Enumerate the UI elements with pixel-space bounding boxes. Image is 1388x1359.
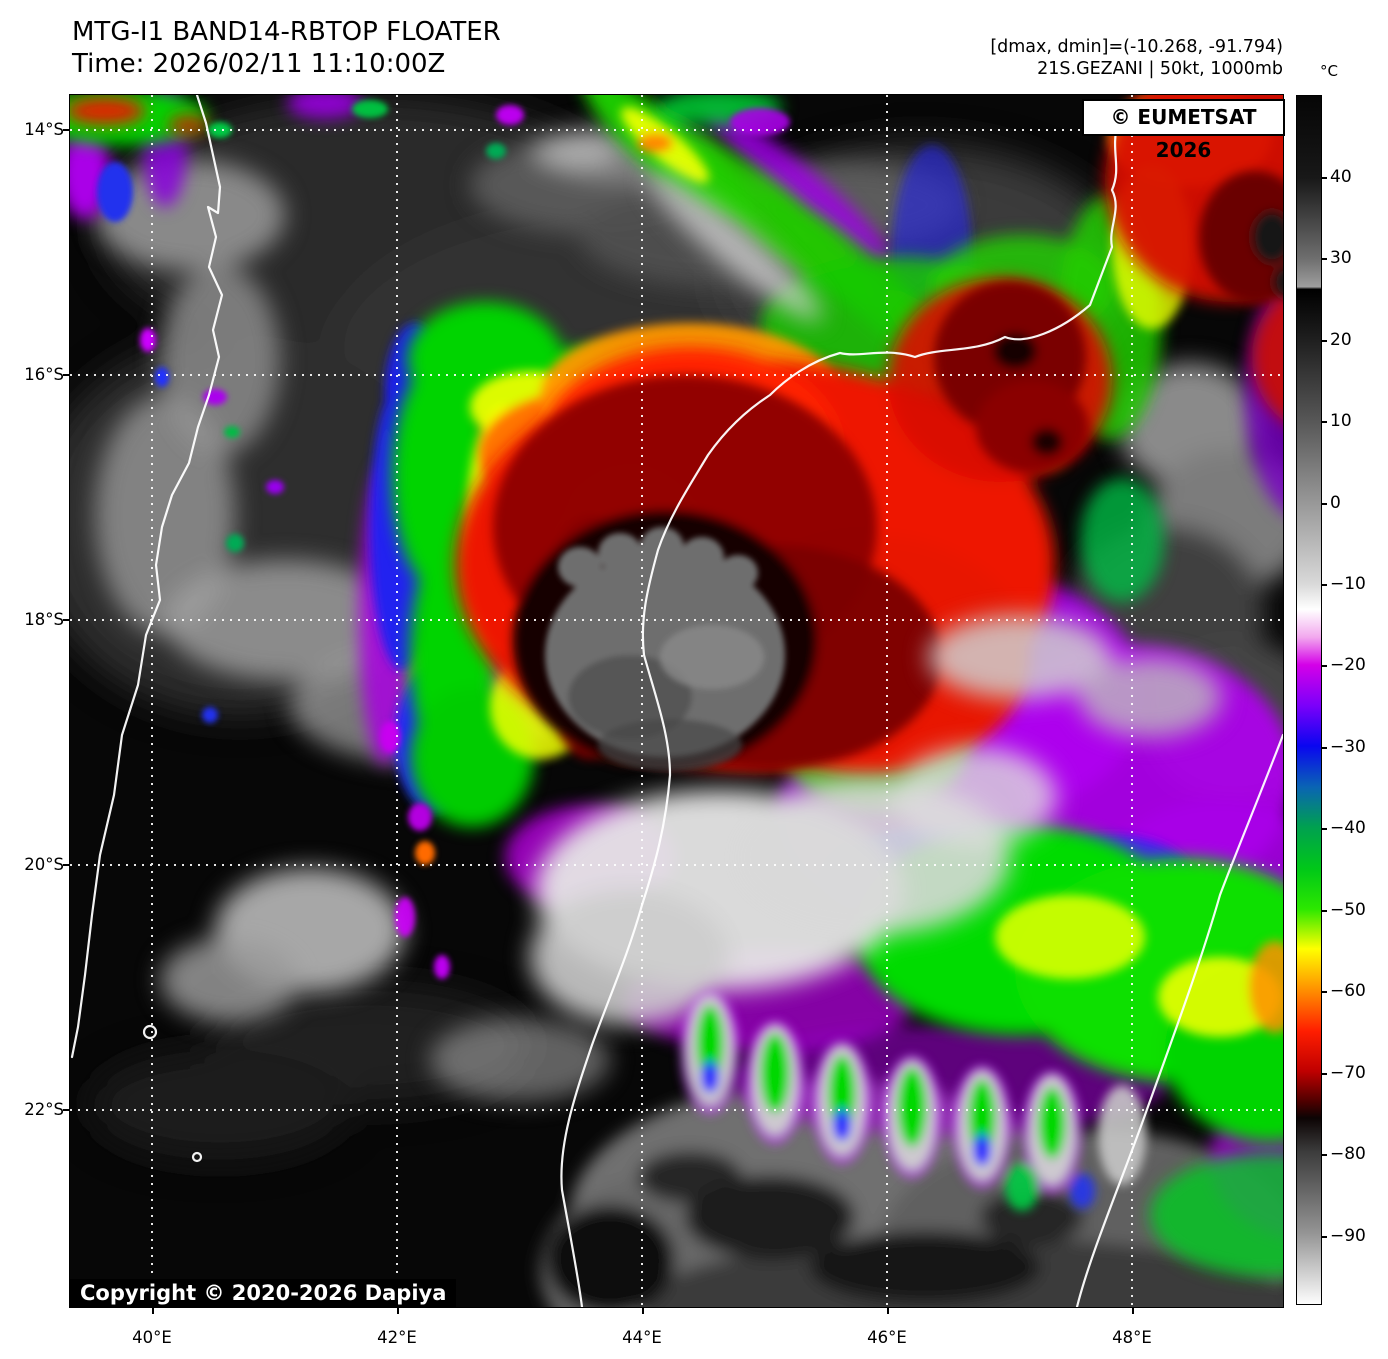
lat-tick-mark — [63, 864, 69, 866]
africa-coastline — [70, 95, 224, 1059]
colorbar-tick-mark — [1321, 584, 1327, 586]
colorbar-tick-label: −40 — [1330, 818, 1366, 838]
coastal-island — [142, 1024, 158, 1040]
colorbar-tick-label: −20 — [1330, 655, 1366, 675]
colorbar-tick-mark — [1321, 1236, 1327, 1238]
lon-tick-label: 44°E — [622, 1328, 662, 1347]
lon-tick-mark — [642, 1308, 644, 1314]
colorbar-tick-label: 20 — [1330, 330, 1352, 350]
lon-tick-mark — [887, 1308, 889, 1314]
overshoot-gray-center — [545, 527, 785, 771]
colorbar-tick-label: −50 — [1330, 900, 1366, 920]
lon-tick-label: 46°E — [867, 1328, 907, 1347]
dmax-dmin-readout: [dmax, dmin]=(-10.268, -91.794) — [990, 37, 1283, 57]
lon-tick-mark — [152, 1308, 154, 1314]
lat-tick-mark — [63, 619, 69, 621]
lat-tick-mark — [63, 129, 69, 131]
temperature-colorbar — [1296, 95, 1322, 1305]
offshore-island — [191, 1151, 203, 1163]
colorbar-tick-mark — [1321, 910, 1327, 912]
lat-tick-label: 20°S — [24, 855, 64, 874]
title-line-1: MTG-I1 BAND14-RBTOP FLOATER — [72, 17, 501, 47]
colorbar-tick-mark — [1321, 991, 1327, 993]
lon-tick-mark — [397, 1308, 399, 1314]
colorbar-tick-mark — [1321, 340, 1327, 342]
finger-band-layer — [680, 991, 1146, 1211]
colorbar-tick-mark — [1321, 258, 1327, 260]
lat-tick-label: 18°S — [24, 610, 64, 629]
lon-tick-label: 42°E — [377, 1328, 417, 1347]
colorbar-tick-label: 10 — [1330, 411, 1352, 431]
lon-tick-label: 40°E — [132, 1328, 172, 1347]
colorbar-tick-label: 40 — [1330, 167, 1352, 187]
colorbar-tick-mark — [1321, 828, 1327, 830]
lat-tick-mark — [63, 1109, 69, 1111]
lat-tick-label: 14°S — [24, 120, 64, 139]
colorbar-tick-mark — [1321, 747, 1327, 749]
satellite-image — [70, 95, 1283, 1307]
colorbar-tick-mark — [1321, 665, 1327, 667]
colorbar-tick-mark — [1321, 1154, 1327, 1156]
storm-annotation: [dmax, dmin]=(-10.268, -91.794) 21S.GEZA… — [990, 36, 1283, 80]
white-cloud-layer — [530, 173, 1222, 1025]
madagascar-east-coastline — [1075, 733, 1283, 1307]
colorbar-tick-mark — [1321, 503, 1327, 505]
copyright-badge: Copyright © 2020-2026 Dapiya — [70, 1279, 457, 1308]
colorbar-tick-mark — [1321, 421, 1327, 423]
madagascar-north-west-coastline — [560, 121, 1120, 1307]
graticule-layer — [70, 95, 1283, 1307]
colorbar-unit-label: °C — [1320, 62, 1338, 80]
lon-tick-mark — [1132, 1308, 1134, 1314]
colorbar-tick-label: −90 — [1330, 1226, 1366, 1246]
storm-id-intensity: 21S.GEZANI | 50kt, 1000mb — [1037, 59, 1283, 79]
eumetsat-credit-badge: © EUMETSAT 2026 — [1082, 99, 1285, 162]
figure-title: MTG-I1 BAND14-RBTOP FLOATER Time: 2026/0… — [72, 16, 501, 80]
lon-tick-label: 48°E — [1112, 1328, 1152, 1347]
colorbar-tick-mark — [1321, 1073, 1327, 1075]
colorbar-tick-mark — [1321, 177, 1327, 179]
colorbar-tick-label: −30 — [1330, 737, 1366, 757]
lat-tick-mark — [63, 374, 69, 376]
colorbar-tick-label: −70 — [1330, 1063, 1366, 1083]
lat-tick-label: 22°S — [24, 1100, 64, 1119]
colorbar-tick-label: −60 — [1330, 981, 1366, 1001]
title-line-2: Time: 2026/02/11 11:10:00Z — [72, 49, 446, 79]
lat-tick-label: 16°S — [24, 365, 64, 384]
colorbar-tick-label: −80 — [1330, 1144, 1366, 1164]
colorbar-tick-label: −10 — [1330, 574, 1366, 594]
colorbar-tick-label: 30 — [1330, 248, 1352, 268]
colorbar-tick-label: 0 — [1330, 493, 1341, 513]
coastline-layer — [70, 95, 1283, 1307]
